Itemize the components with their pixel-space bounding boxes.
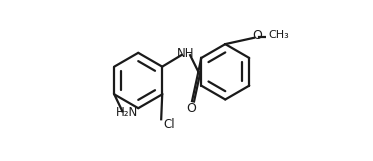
Text: NH: NH <box>177 47 194 60</box>
Text: Cl: Cl <box>163 118 175 131</box>
Text: O: O <box>252 29 262 42</box>
Text: H₂N: H₂N <box>116 106 138 119</box>
Text: CH₃: CH₃ <box>269 30 289 40</box>
Text: O: O <box>186 102 196 115</box>
